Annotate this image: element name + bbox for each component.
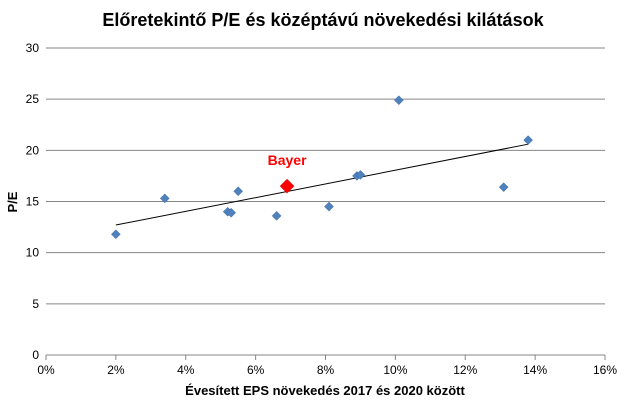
data-point-8 — [355, 170, 366, 180]
x-tick-label-8: 16% — [593, 363, 617, 377]
x-axis-ticks: 0% 2% 4% 6% 8% 10% 12% 14% 16% — [37, 355, 617, 377]
x-tick-label-4: 8% — [317, 363, 335, 377]
x-tick-label-0: 0% — [37, 363, 55, 377]
data-point-4 — [233, 186, 244, 197]
trendline — [115, 143, 529, 226]
highlight-group: Bayer — [268, 152, 307, 194]
y-tick-label-4: 20 — [26, 143, 40, 157]
chart-title: Előretekintő P/E és középtávú növekedési… — [102, 10, 544, 30]
trendline-group — [115, 143, 529, 226]
x-tick-label-2: 4% — [177, 363, 195, 377]
y-tick-label-5: 25 — [26, 92, 40, 106]
data-point-1 — [159, 193, 170, 204]
gridlines — [46, 47, 605, 305]
x-tick-label-1: 2% — [107, 363, 125, 377]
y-tick-label-6: 30 — [26, 41, 40, 55]
y-axis-label: P/E — [5, 191, 20, 212]
data-point-9 — [394, 95, 404, 106]
data-point-3 — [226, 207, 237, 218]
data-point-0 — [111, 229, 121, 240]
y-tick-label-2: 10 — [26, 246, 40, 260]
data-points — [111, 95, 533, 240]
highlight-label: Bayer — [268, 152, 307, 168]
y-tick-label-3: 15 — [26, 195, 40, 209]
x-tick-label-5: 10% — [383, 363, 407, 377]
data-point-5 — [271, 210, 282, 221]
y-axis-ticks: 0 5 10 15 20 25 30 — [26, 41, 40, 362]
data-point-10 — [498, 182, 509, 193]
highlight-point — [279, 178, 295, 194]
x-tick-label-3: 6% — [247, 363, 265, 377]
data-point-6 — [324, 201, 334, 212]
data-point-11 — [523, 135, 533, 145]
y-tick-label-1: 5 — [32, 297, 39, 311]
x-tick-label-7: 14% — [523, 363, 547, 377]
y-tick-label-0: 0 — [32, 348, 39, 362]
x-tick-label-6: 12% — [453, 363, 477, 377]
x-axis-label: Évesített EPS növekedés 2017 és 2020 köz… — [185, 383, 465, 398]
